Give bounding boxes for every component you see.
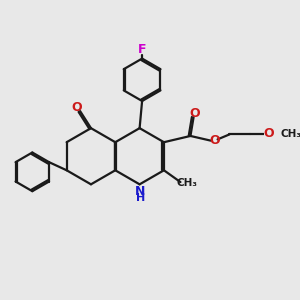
Text: O: O [71,101,82,114]
Text: N: N [135,185,146,198]
Text: O: O [190,107,200,120]
Text: F: F [138,43,146,56]
Text: CH₃: CH₃ [281,129,300,140]
Text: O: O [264,127,274,140]
Text: H: H [136,193,145,203]
Text: O: O [209,134,220,146]
Text: CH₃: CH₃ [177,178,198,188]
